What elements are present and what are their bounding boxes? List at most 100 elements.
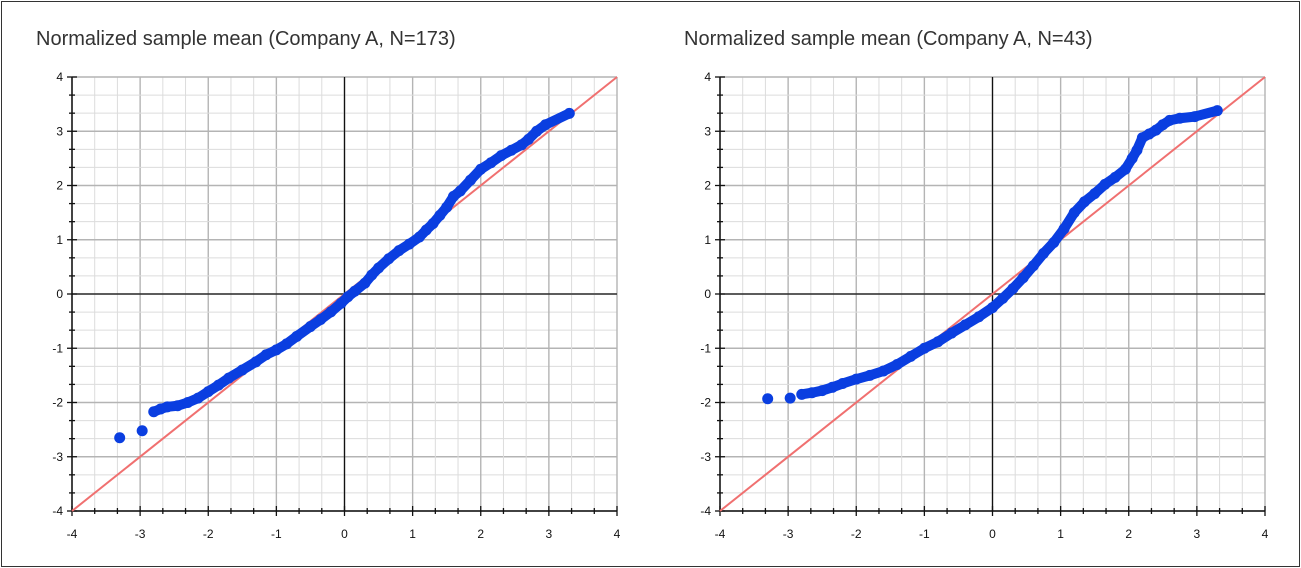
data-point [114,432,126,444]
y-tick-label: 2 [704,179,711,193]
data-point [1048,236,1060,248]
data-point [1119,163,1131,175]
data-point [1109,171,1121,183]
y-tick-label: 1 [704,233,711,247]
data-point [918,342,930,354]
x-tick-label: -2 [851,527,862,541]
data-point [850,373,862,385]
data-point [987,302,998,314]
data-point [1189,111,1201,123]
data-point [202,386,214,398]
data-point [182,397,194,408]
y-tick-label: -1 [52,341,63,355]
data-point [454,185,466,197]
data-point [973,311,985,323]
chart-title-2: Normalized sample mean (Company A, N=43) [684,28,1093,50]
data-point [505,144,517,156]
data-point [441,201,453,213]
data-point [366,269,378,281]
data-point [826,381,838,393]
x-tick-label: 1 [409,527,416,541]
data-point [335,297,347,309]
data-point [1068,207,1080,219]
data-point [373,262,385,274]
data-point [291,330,303,342]
y-tick-label: 0 [704,287,711,301]
y-tick-label: -2 [52,396,63,410]
data-point [1131,144,1143,156]
data-point [784,392,796,404]
data-point [1211,105,1223,117]
x-tick-label: -4 [715,527,726,541]
y-tick-label: 4 [704,70,711,84]
y-tick-label: 4 [56,70,63,84]
y-tick-label: 0 [56,287,63,301]
x-tick-label: 0 [989,527,996,541]
data-point [250,356,262,368]
data-point [161,401,173,413]
data-point [806,387,818,399]
data-point [172,400,184,412]
x-tick-label: 3 [546,527,553,541]
y-tick-label: -3 [700,450,711,464]
x-tick-label: -3 [783,527,794,541]
data-point [878,365,889,377]
plot-1: -4 -3 -2 -1 0 1 2 3 4 -4 -3 -2 -1 0 1 2 3 4 [52,70,620,541]
y-tick-label: -4 [700,504,711,518]
data-point [1174,112,1186,124]
data-point [413,231,425,243]
data-point [539,119,551,131]
data-point [420,224,432,236]
x-tick-label: -2 [203,527,214,541]
data-point [1027,260,1039,272]
data-point [349,285,361,297]
x-tick-label: 4 [1262,527,1269,541]
data-point [1007,283,1019,295]
x-tick-label: -3 [135,527,146,541]
sample-quantile-band [796,105,1223,400]
data-point [495,150,507,162]
y-tick-label: 2 [56,179,63,193]
data-point [864,369,876,381]
data-point [1078,196,1090,208]
data-point [465,174,477,186]
y-tick-label: 3 [56,124,63,138]
data-point [223,372,235,384]
data-point [270,344,282,356]
data-point [315,313,327,325]
data-point [796,388,808,400]
data-point [383,253,395,265]
data-point [959,319,971,331]
x-tick-label: 3 [1194,527,1201,541]
x-tick-label: 0 [341,527,348,541]
y-tick-label: 3 [704,124,711,138]
sample-quantile-band [148,108,575,417]
y-tick-label: -2 [700,396,711,410]
x-tick-label: 2 [1125,527,1132,541]
data-point [325,306,337,318]
data-point [932,336,944,348]
y-tick-label: 1 [56,233,63,247]
data-point [393,245,405,257]
x-tick-label: -1 [271,527,282,541]
data-point [1017,272,1029,284]
data-point [905,350,917,362]
x-tick-label: -4 [67,527,78,541]
x-tick-label: -1 [919,527,930,541]
data-point [403,238,415,250]
data-point [434,209,446,221]
plot-2: -4 -3 -2 -1 0 1 2 3 4 -4 -3 -2 -1 0 1 2 3 4 [700,70,1268,541]
reference-line [719,76,1266,512]
data-point [192,392,204,404]
data-point [563,107,575,119]
data-point [236,364,248,376]
data-point [359,277,371,289]
x-tick-label: 1 [1057,527,1064,541]
x-tick-label: 4 [614,527,621,541]
data-point [1099,178,1111,190]
data-point [427,217,439,229]
data-point [1164,114,1176,126]
data-point [1126,152,1138,164]
